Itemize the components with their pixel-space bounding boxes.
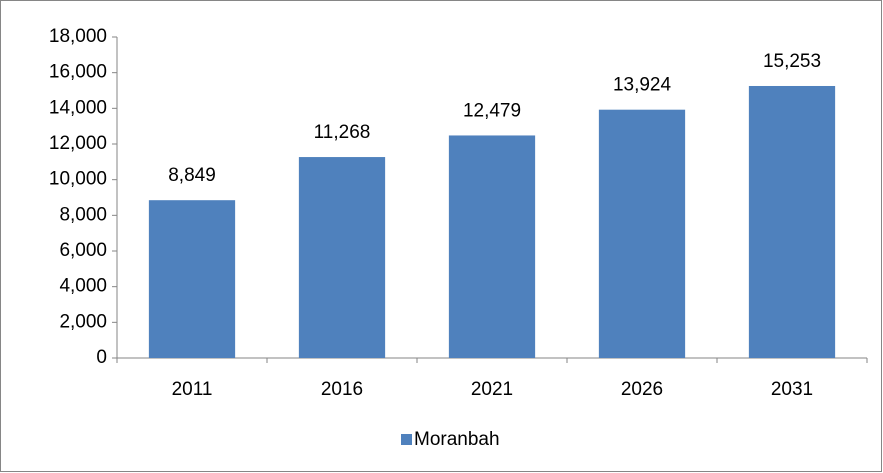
y-tick-label: 4,000 — [59, 276, 107, 297]
x-tick-label: 2021 — [471, 379, 513, 400]
bar — [748, 85, 836, 359]
bar — [298, 157, 386, 358]
data-label: 11,268 — [314, 122, 371, 143]
data-label: 8,849 — [168, 165, 216, 186]
y-tick-label: 14,000 — [49, 97, 107, 118]
x-tick-label: 2016 — [321, 379, 363, 400]
x-tick-label: 2031 — [771, 379, 813, 400]
data-label: 15,253 — [763, 51, 821, 72]
y-tick-label: 16,000 — [49, 62, 107, 83]
bar — [148, 200, 236, 358]
bar — [598, 109, 686, 359]
y-tick-label: 8,000 — [59, 204, 107, 225]
x-tick-label: 2011 — [172, 379, 213, 400]
y-tick-label: 10,000 — [49, 169, 107, 190]
data-label: 12,479 — [463, 100, 521, 121]
legend-swatch — [401, 434, 412, 445]
y-tick-label: 18,000 — [49, 26, 107, 47]
data-label: 13,924 — [613, 75, 672, 96]
legend-label: Moranbah — [414, 429, 500, 450]
bar — [448, 135, 536, 358]
y-tick-label: 6,000 — [59, 240, 107, 261]
x-tick-label: 2026 — [621, 379, 663, 400]
y-tick-label: 2,000 — [59, 311, 107, 332]
y-tick-label: 0 — [96, 347, 107, 368]
y-tick-label: 12,000 — [49, 133, 107, 154]
